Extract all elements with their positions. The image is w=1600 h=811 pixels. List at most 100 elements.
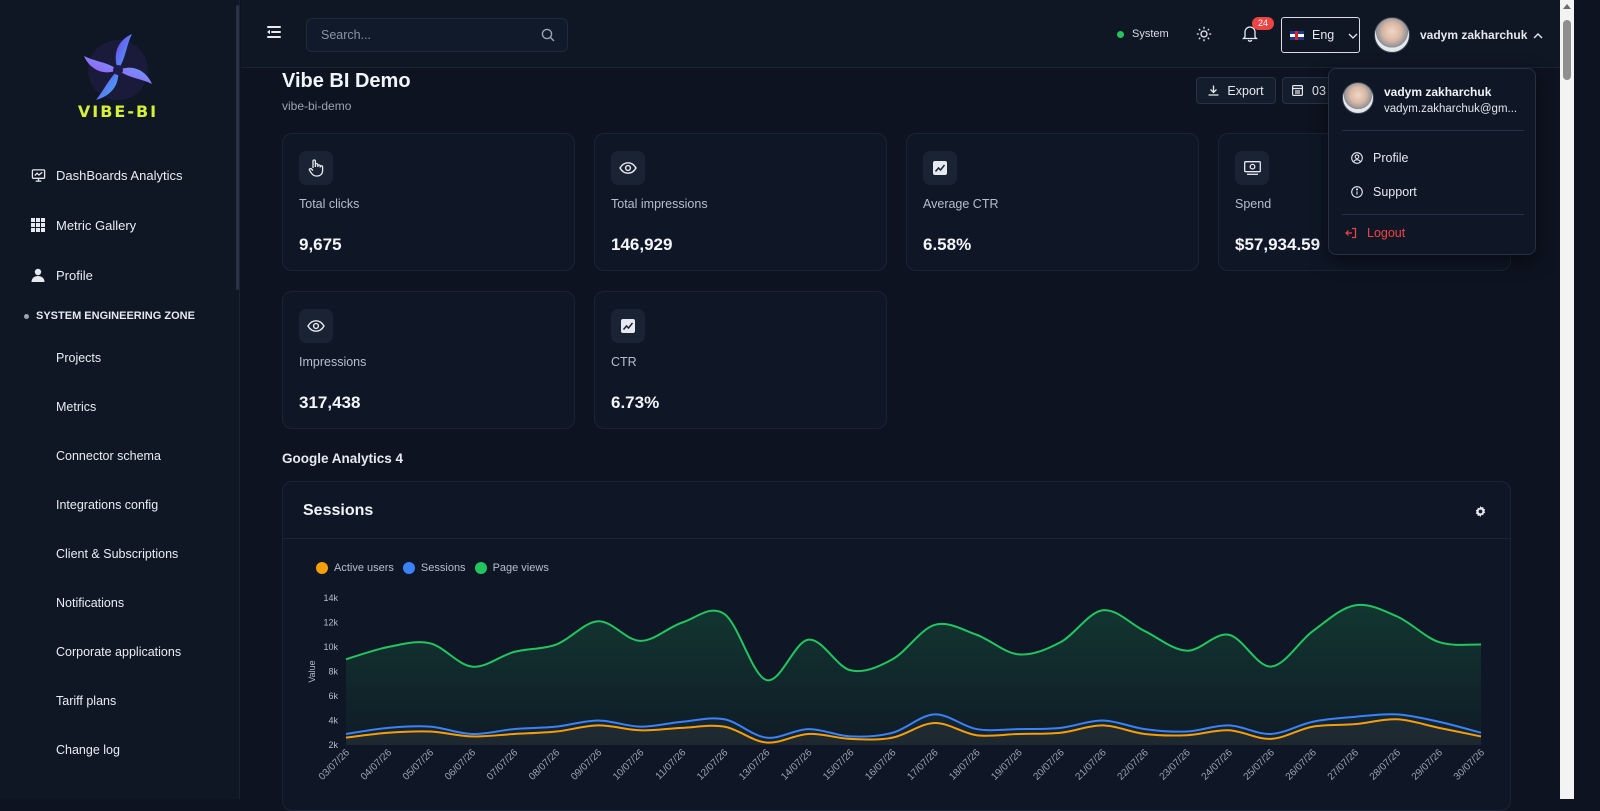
menu-item-label: Profile [1373, 151, 1409, 165]
sidebar-item-corporate-applications[interactable]: Corporate applications [56, 644, 182, 659]
legend-item-active-users[interactable]: Active users [316, 562, 394, 574]
bullet-dot-icon [24, 313, 29, 319]
kpi-label: Total clicks [299, 197, 360, 211]
legend-label: Page views [492, 562, 549, 574]
sidebar-item-dashboards-analytics[interactable]: DashBoards Analytics [0, 150, 236, 200]
user-name: vadym zakharchuk [1420, 28, 1528, 42]
export-button[interactable]: Export [1196, 77, 1276, 104]
uk-flag-icon [1290, 30, 1304, 40]
system-status[interactable]: System [1117, 28, 1169, 40]
search-input[interactable] [307, 19, 537, 51]
sidebar-sub-nav: Projects Metrics Connector schema Integr… [0, 333, 236, 774]
scroll-up-arrow-icon[interactable] [1563, 4, 1571, 9]
scrollbar-thumb[interactable] [1563, 20, 1571, 80]
x-tick-label: 27/07/26 [1326, 747, 1362, 783]
logo-text: VIBE-BI [77, 102, 159, 121]
info-icon [1351, 186, 1363, 198]
x-tick-label: 25/07/26 [1242, 747, 1278, 783]
sidebar-item-label: DashBoards Analytics [56, 167, 183, 183]
sidebar-item-change-log[interactable]: Change log [56, 742, 120, 757]
y-tick-label: 14k [323, 593, 338, 603]
top-bar [241, 0, 1560, 68]
gear-icon[interactable] [1475, 504, 1486, 522]
x-tick-label: 14/07/26 [779, 747, 815, 783]
grid-icon [30, 217, 46, 233]
banknote-icon [1235, 151, 1269, 185]
legend-item-page-views[interactable]: Page views [474, 562, 549, 574]
x-tick-label: 18/07/26 [947, 747, 983, 783]
kpi-label: Total impressions [611, 197, 708, 211]
x-tick-label: 07/07/26 [485, 747, 521, 783]
x-tick-label: 05/07/26 [401, 747, 437, 783]
menu-item-support[interactable]: Support [1351, 185, 1417, 199]
sidebar-item-notifications[interactable]: Notifications [56, 595, 125, 610]
page-slug: vibe-bi-demo [282, 99, 352, 113]
kpi-value: 317,438 [299, 393, 361, 412]
dropdown-user-name: vadym zakharchuk [1384, 85, 1492, 99]
language-select[interactable]: Eng [1281, 17, 1360, 53]
divider [1342, 130, 1524, 131]
user-circle-icon [1351, 152, 1363, 164]
series-line-sessions [345, 713, 1482, 739]
menu-item-profile[interactable]: Profile [1351, 151, 1408, 165]
trend-chart-icon [923, 151, 957, 185]
y-tick-label: 12k [323, 618, 338, 628]
eye-icon [299, 309, 333, 343]
kpi-label: Impressions [299, 355, 367, 369]
sidebar-item-profile[interactable]: Profile [0, 250, 236, 300]
y-tick-label: 8k [328, 667, 338, 677]
x-tick-label: 19/07/26 [989, 747, 1025, 783]
area-fill-active-users [346, 719, 1481, 745]
sun-icon[interactable] [1196, 26, 1212, 47]
legend-swatch [316, 562, 328, 574]
y-tick-label: 2k [328, 740, 338, 750]
presentation-chart-icon [30, 167, 46, 183]
chevron-down-icon [1348, 28, 1358, 42]
sidebar-item-connector-schema[interactable]: Connector schema [56, 448, 161, 463]
sidebar-item-metric-gallery[interactable]: Metric Gallery [0, 200, 236, 250]
logout-button[interactable]: Logout [1345, 226, 1405, 240]
x-tick-label: 26/07/26 [1284, 747, 1320, 783]
bell-icon[interactable] [1241, 25, 1259, 47]
menu-toggle-icon[interactable] [267, 25, 281, 39]
x-tick-label: 10/07/26 [611, 747, 647, 783]
x-tick-label: 20/07/26 [1031, 747, 1067, 783]
kpi-card-total-clicks: Total clicks 9,675 [282, 133, 575, 271]
legend-item-sessions[interactable]: Sessions [402, 562, 466, 574]
x-tick-label: 16/07/26 [863, 747, 899, 783]
x-tick-label: 17/07/26 [905, 747, 941, 783]
user-menu-trigger[interactable]: vadym zakharchuk [1374, 17, 1543, 53]
x-tick-label: 24/07/26 [1200, 747, 1236, 783]
kpi-label: Average CTR [923, 197, 999, 211]
kpi-value: 6.73% [611, 393, 660, 412]
x-tick-label: 12/07/26 [695, 747, 731, 783]
legend-label: Active users [334, 562, 394, 574]
legend-swatch [402, 562, 415, 574]
search-icon[interactable] [541, 28, 555, 47]
notification-count-badge: 24 [1252, 17, 1274, 30]
sidebar-item-client-subscriptions[interactable]: Client & Subscriptions [56, 546, 179, 561]
system-status-label: System [1132, 28, 1169, 40]
sidebar-scrollbar[interactable] [236, 5, 239, 290]
kpi-value: 9,675 [299, 235, 342, 254]
page-scrollbar[interactable] [1560, 0, 1574, 799]
x-tick-label: 13/07/26 [737, 747, 773, 783]
sidebar-item-projects[interactable]: Projects [56, 350, 102, 365]
sidebar-item-metrics[interactable]: Metrics [56, 399, 97, 414]
kpi-value: $57,934.59 [1235, 235, 1321, 254]
sessions-chart-card: Sessions Active users Sessions Page view… [282, 481, 1511, 811]
sidebar-item-tariff-plans[interactable]: Tariff plans [56, 693, 117, 708]
y-tick-label: 10k [323, 642, 338, 652]
kpi-label: CTR [611, 355, 637, 369]
vibe-bi-logo[interactable]: VIBE-BI [62, 30, 174, 126]
calendar-icon [1292, 85, 1303, 96]
eye-icon [611, 151, 645, 185]
page-title: Vibe BI Demo [282, 70, 411, 92]
sidebar-item-integrations-config[interactable]: Integrations config [56, 497, 159, 512]
sessions-area-chart: 2k 4k 6k 8k 10k 12k 14k Value 03/07/26 04/07/26 05… [307, 593, 1487, 783]
divider [1342, 214, 1524, 215]
y-tick-label: 6k [328, 691, 338, 701]
chart-legend: Active users Sessions Page views [316, 562, 558, 574]
legend-label: Sessions [420, 562, 466, 574]
x-tick-label: 21/07/26 [1073, 747, 1109, 783]
